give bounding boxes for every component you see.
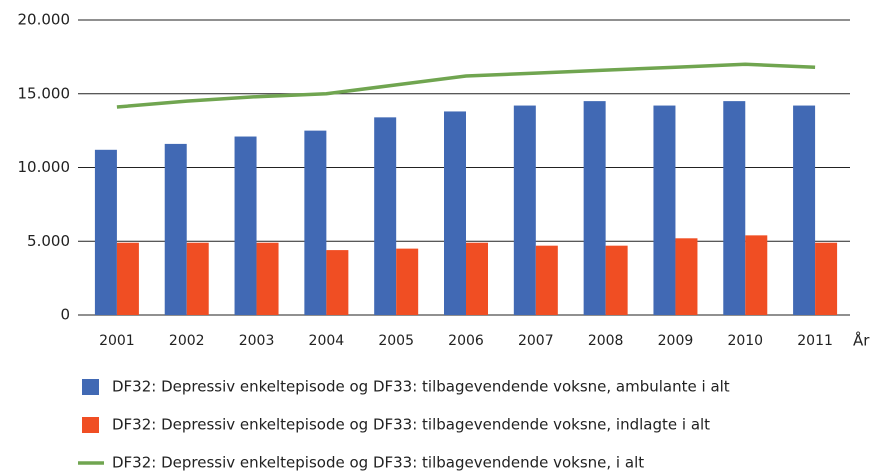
bar	[374, 117, 397, 315]
y-tick-label: 5.000	[27, 232, 70, 250]
x-tick-label: 2001	[99, 333, 135, 349]
bar	[815, 242, 838, 315]
bar	[164, 143, 187, 315]
bar	[583, 101, 606, 315]
bar	[723, 101, 746, 315]
x-tick-label: 2005	[378, 333, 414, 349]
legend-label: DF32: Depressiv enkeltepisode og DF33: t…	[112, 416, 710, 434]
bar	[535, 245, 558, 315]
y-tick-label: 10.000	[18, 158, 71, 176]
x-tick-label: 2008	[588, 333, 624, 349]
bar	[256, 242, 279, 315]
bar	[466, 242, 488, 315]
bar	[513, 105, 536, 315]
bar	[745, 235, 768, 315]
bar	[675, 238, 698, 315]
x-tick-label: 2006	[448, 333, 484, 349]
line	[116, 62, 816, 109]
x-tick-label: 2003	[239, 333, 275, 349]
x-tick-label: 2010	[727, 333, 763, 349]
x-tick-label: 2004	[309, 333, 345, 349]
bar	[326, 250, 349, 315]
bar	[234, 136, 257, 315]
bar	[444, 111, 466, 315]
legend-label: DF32: Depressiv enkeltepisode og DF33: t…	[112, 378, 730, 396]
x-tick-label: 2009	[658, 333, 694, 349]
legend-swatch	[82, 379, 99, 395]
bar	[605, 245, 628, 315]
legend-label: DF32: Depressiv enkeltepisode og DF33: t…	[112, 454, 644, 472]
y-tick-label: 20.000	[18, 11, 71, 29]
bar	[653, 105, 676, 315]
legend-swatch	[82, 417, 99, 433]
x-tick-label: 2002	[169, 333, 205, 349]
x-tick-label: 2007	[518, 333, 554, 349]
bar	[94, 149, 117, 315]
y-tick-label: 0	[60, 306, 70, 324]
bar	[186, 242, 209, 315]
x-tick-label: 2011	[797, 333, 833, 349]
bar	[793, 105, 816, 315]
y-tick-label: 15.000	[18, 84, 71, 102]
bar	[116, 242, 139, 315]
bar	[304, 130, 327, 315]
x-axis-label: År	[853, 331, 870, 350]
bar	[396, 248, 419, 315]
